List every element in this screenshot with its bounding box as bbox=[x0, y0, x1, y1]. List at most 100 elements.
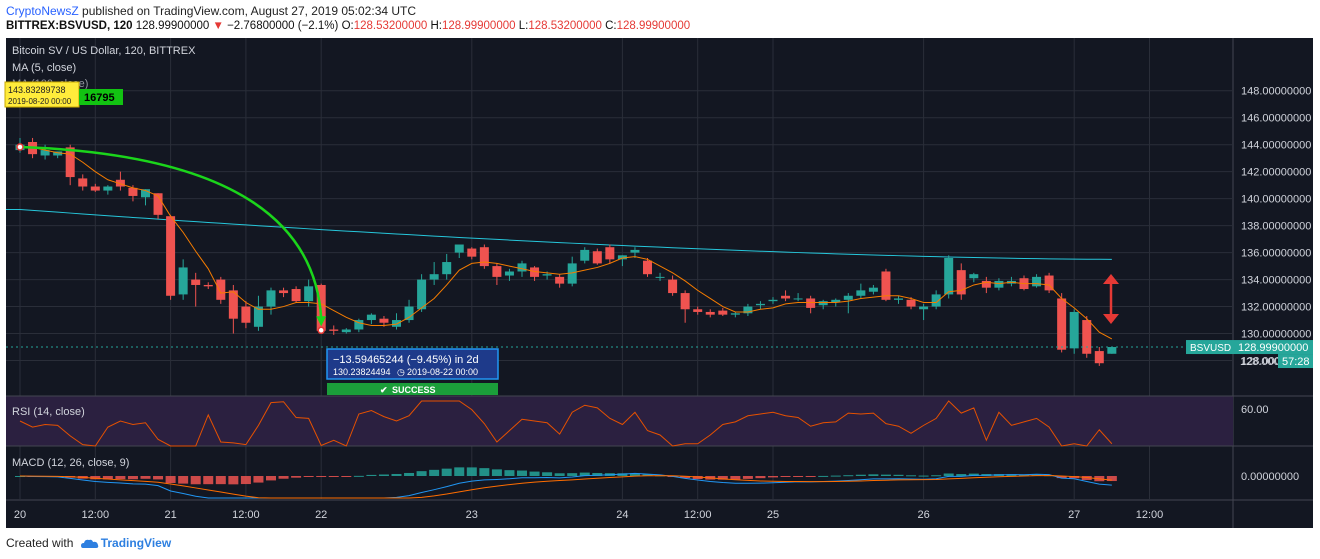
macd-bar bbox=[680, 476, 691, 479]
countdown-price: 128.000 bbox=[1240, 356, 1280, 368]
macd-bar bbox=[115, 476, 126, 480]
price-tick-label: 138.00000000 bbox=[1241, 221, 1311, 233]
macd-bar bbox=[780, 476, 791, 477]
green-badge bbox=[79, 89, 123, 105]
price-tick-label: 130.00000000 bbox=[1241, 329, 1311, 341]
macd-bar bbox=[1006, 474, 1017, 476]
down-triangle-icon: ▼ bbox=[212, 20, 224, 32]
author-link[interactable]: CryptoNewsZ bbox=[6, 4, 79, 18]
macd-bar bbox=[253, 476, 264, 483]
candle-body bbox=[693, 309, 703, 312]
candle-body bbox=[304, 286, 314, 302]
candle-body bbox=[241, 306, 251, 323]
price-axis-ticks: 148.00000000 146.00000000 144.00000000 142.… bbox=[1241, 86, 1311, 368]
current-price-tag: BSVUSD 128.99900000 bbox=[1186, 340, 1313, 355]
candle-body bbox=[178, 267, 188, 295]
measure-start-point[interactable] bbox=[16, 143, 24, 151]
ma5-legend[interactable]: MA (5, close) bbox=[12, 62, 76, 74]
candle-body bbox=[1094, 351, 1104, 364]
success-text: SUCCESS bbox=[392, 385, 436, 395]
time-axis-background bbox=[6, 500, 1313, 528]
measure-price: 130.23824494 bbox=[333, 367, 391, 377]
macd-bar bbox=[102, 476, 113, 480]
price-tick-label: 142.00000000 bbox=[1241, 167, 1311, 179]
rsi-label[interactable]: RSI (14, close) bbox=[12, 406, 85, 418]
macd-bar bbox=[391, 473, 402, 476]
macd-bar bbox=[215, 476, 226, 485]
macd-bar bbox=[730, 476, 741, 480]
candle-body bbox=[341, 329, 351, 333]
macd-bar bbox=[278, 476, 289, 479]
macd-bar bbox=[943, 473, 954, 476]
low-value: 128.53200000 bbox=[528, 20, 602, 32]
candle-body bbox=[643, 260, 652, 275]
macd-bar bbox=[1056, 476, 1067, 479]
candle-body bbox=[592, 251, 602, 264]
price-chart[interactable]: 148.00000000 146.00000000 144.00000000 142.… bbox=[0, 38, 1320, 528]
countdown: 57:28 bbox=[1282, 356, 1310, 368]
candle-body bbox=[366, 314, 376, 321]
macd-bar bbox=[1069, 476, 1080, 479]
time-tick-label: 12:00 bbox=[684, 509, 712, 521]
candle-body bbox=[266, 290, 276, 307]
macd-bar bbox=[642, 474, 653, 476]
candle-body bbox=[404, 306, 414, 321]
candle-body bbox=[755, 303, 765, 306]
macd-bar bbox=[805, 476, 816, 477]
candle-body bbox=[1032, 276, 1042, 287]
macd-bar bbox=[906, 475, 917, 477]
start-price-callout bbox=[4, 81, 80, 108]
candle-body bbox=[504, 271, 514, 276]
candle-body bbox=[429, 274, 439, 280]
macd-bar bbox=[127, 476, 138, 480]
footer: Created with TradingView bbox=[6, 536, 171, 550]
candle-body bbox=[655, 276, 665, 278]
macd-bar bbox=[153, 476, 164, 480]
macd-bar bbox=[479, 468, 490, 476]
price-tick-label: 136.00000000 bbox=[1241, 248, 1311, 260]
candle-body bbox=[128, 187, 138, 196]
candle-body bbox=[806, 298, 816, 308]
candle-body bbox=[969, 274, 979, 279]
candle-body bbox=[153, 193, 163, 215]
candle-body bbox=[906, 299, 916, 307]
macd-bar bbox=[366, 474, 377, 476]
measure-date: 2019-08-22 00:00 bbox=[407, 367, 478, 377]
close-value: 128.99900000 bbox=[616, 20, 691, 32]
ma5-path bbox=[19, 145, 1113, 340]
red-double-arrow-icon bbox=[1103, 274, 1119, 324]
macd-level: 0.00000000 bbox=[1241, 471, 1299, 483]
time-tick-label: 27 bbox=[1068, 509, 1080, 521]
macd-bar bbox=[1019, 474, 1029, 476]
publish-line: CryptoNewsZ published on TradingView.com… bbox=[6, 4, 416, 18]
macd-bar bbox=[880, 474, 891, 476]
macd-bar bbox=[918, 475, 929, 477]
macd-bar bbox=[893, 474, 904, 476]
publish-header: CryptoNewsZ published on TradingView.com… bbox=[0, 0, 1320, 38]
candle-body bbox=[166, 216, 176, 296]
candle-body bbox=[542, 274, 552, 276]
candle-body bbox=[705, 311, 715, 315]
time-tick-label: 25 bbox=[767, 509, 779, 521]
macd-bar bbox=[554, 473, 565, 476]
candle-body bbox=[40, 150, 50, 156]
macd-bar bbox=[291, 476, 302, 478]
candle-body bbox=[65, 147, 75, 178]
macd-bar bbox=[755, 476, 766, 479]
chart-title: Bitcoin SV / US Dollar, 120, BITTREX bbox=[12, 45, 196, 57]
macd-bar bbox=[190, 476, 201, 485]
candle-body bbox=[90, 186, 100, 191]
macd-bar bbox=[316, 476, 327, 477]
price-tick-label: 148.00000000 bbox=[1241, 86, 1311, 98]
macd-bar bbox=[454, 467, 465, 476]
candle-body bbox=[417, 279, 427, 310]
macd-label[interactable]: MACD (12, 26, close, 9) bbox=[12, 457, 129, 469]
candle-body bbox=[442, 262, 452, 275]
tradingview-brand[interactable]: TradingView bbox=[100, 536, 172, 550]
candle-body bbox=[931, 294, 941, 307]
candle-body bbox=[1082, 320, 1092, 354]
candle-body bbox=[580, 249, 590, 261]
measure-end-point[interactable] bbox=[317, 326, 325, 335]
low-label: L: bbox=[518, 20, 529, 32]
candle-body bbox=[454, 244, 464, 253]
